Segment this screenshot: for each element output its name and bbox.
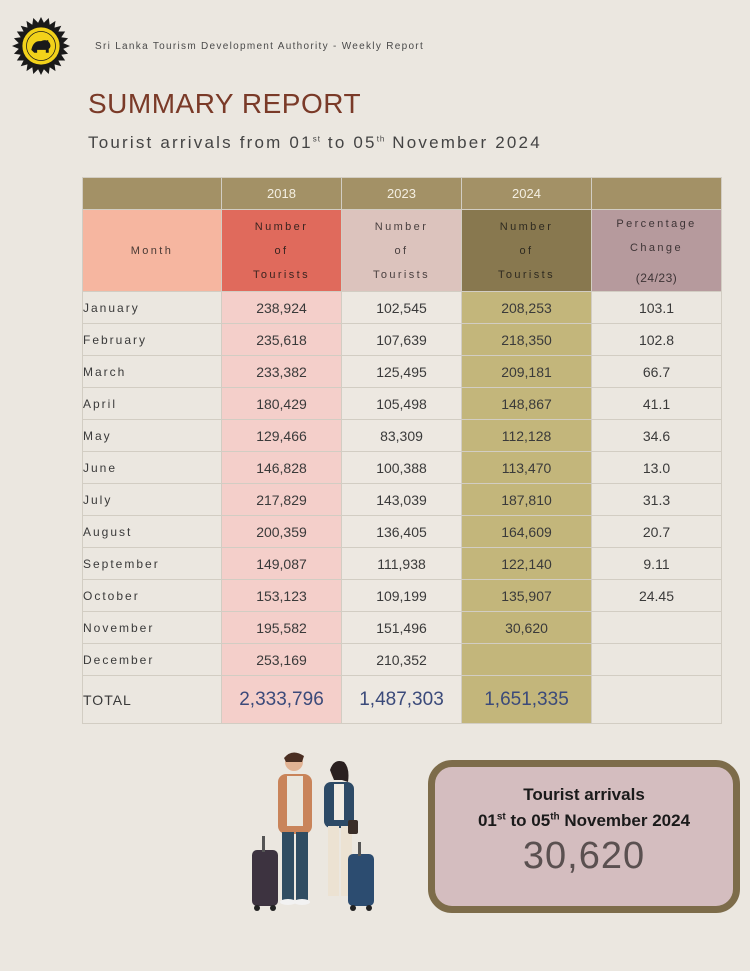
value-2023-cell: 102,545	[341, 291, 462, 324]
value-2023-cell: 136,405	[341, 515, 462, 548]
value-2018-cell: 180,429	[221, 387, 342, 420]
total-2018: 2,333,796	[221, 675, 342, 724]
header-blank-pct	[591, 177, 722, 210]
value-2018-cell: 217,829	[221, 483, 342, 516]
value-2018-cell: 253,169	[221, 643, 342, 676]
table-row: March 233,382 125,495 209,181 66.7	[82, 355, 722, 388]
table-row: July 217,829 143,039 187,810 31.3	[82, 483, 722, 516]
value-2018-cell: 235,618	[221, 323, 342, 356]
value-2023-cell: 111,938	[341, 547, 462, 580]
value-2018-cell: 129,466	[221, 419, 342, 452]
value-2023-cell: 83,309	[341, 419, 462, 452]
table-row: May 129,466 83,309 112,128 34.6	[82, 419, 722, 452]
table-row: October 153,123 109,199 135,907 24.45	[82, 579, 722, 612]
table-row: November 195,582 151,496 30,620	[82, 611, 722, 644]
pct-change-cell: 24.45	[591, 579, 722, 612]
value-2024-cell: 218,350	[461, 323, 592, 356]
pct-change-cell	[591, 611, 722, 644]
table-row: April 180,429 105,498 148,867 41.1	[82, 387, 722, 420]
value-2018-cell: 200,359	[221, 515, 342, 548]
arrivals-table: 2018 2023 2024 Month Number of Tourists Nu…	[82, 177, 722, 724]
month-cell: June	[82, 451, 222, 484]
total-pct-empty	[591, 675, 722, 724]
year-header-2023: 2023	[341, 177, 462, 210]
month-column-header: Month	[82, 209, 222, 292]
value-2024-cell: 187,810	[461, 483, 592, 516]
value-2018-cell: 153,123	[221, 579, 342, 612]
header-blank-month	[82, 177, 222, 210]
traveling-couple-illustration	[252, 752, 374, 911]
table-row: December 253,169 210,352	[82, 643, 722, 676]
month-cell: April	[82, 387, 222, 420]
month-cell: December	[82, 643, 222, 676]
month-cell: May	[82, 419, 222, 452]
percentage-change-header: Percentage Change (24/23)	[591, 209, 722, 292]
value-2023-cell: 109,199	[341, 579, 462, 612]
value-2023-cell: 143,039	[341, 483, 462, 516]
value-2024-cell: 122,140	[461, 547, 592, 580]
page-title: SUMMARY REPORT	[88, 88, 362, 119]
value-2023-cell: 125,495	[341, 355, 462, 388]
year-header-2024: 2024	[461, 177, 592, 210]
page-subtitle: Tourist arrivals from 01st to 05th Novem…	[88, 133, 542, 152]
pct-change-cell: 41.1	[591, 387, 722, 420]
table-row: September 149,087 111,938 122,140 9.11	[82, 547, 722, 580]
value-2024-cell: 164,609	[461, 515, 592, 548]
pct-change-cell: 9.11	[591, 547, 722, 580]
value-2018-cell: 233,382	[221, 355, 342, 388]
month-cell: September	[82, 547, 222, 580]
month-cell: November	[82, 611, 222, 644]
sri-lanka-tourism-emblem-icon	[12, 17, 70, 75]
value-2024-cell: 208,253	[461, 291, 592, 324]
month-cell: August	[82, 515, 222, 548]
value-2024-cell: 30,620	[461, 611, 592, 644]
value-2023-cell: 210,352	[341, 643, 462, 676]
month-cell: March	[82, 355, 222, 388]
value-2023-cell: 105,498	[341, 387, 462, 420]
value-2024-cell: 209,181	[461, 355, 592, 388]
pct-change-cell: 103.1	[591, 291, 722, 324]
summary-title: Tourist arrivals	[523, 785, 645, 804]
tourists-header-2024: Number of Tourists	[461, 209, 592, 292]
value-2024-cell: 112,128	[461, 419, 592, 452]
pct-change-cell: 66.7	[591, 355, 722, 388]
pct-change-cell: 13.0	[591, 451, 722, 484]
summary-date-range: 01st to 05th November 2024	[477, 811, 691, 830]
value-2024-cell	[461, 643, 592, 676]
report-organization: Sri Lanka Tourism Development Authority …	[95, 41, 425, 52]
month-cell: January	[82, 291, 222, 324]
value-2018-cell: 195,582	[221, 611, 342, 644]
summary-value: 30,620	[522, 835, 646, 877]
pct-change-cell: 20.7	[591, 515, 722, 548]
value-2023-cell: 151,496	[341, 611, 462, 644]
table-row: February 235,618 107,639 218,350 102.8	[82, 323, 722, 356]
summary-arrivals-box: Tourist arrivals 01st to 05th November 2…	[428, 760, 740, 913]
value-2024-cell: 148,867	[461, 387, 592, 420]
pct-change-cell: 34.6	[591, 419, 722, 452]
month-cell: October	[82, 579, 222, 612]
value-2024-cell: 135,907	[461, 579, 592, 612]
value-2018-cell: 149,087	[221, 547, 342, 580]
table-row: June 146,828 100,388 113,470 13.0	[82, 451, 722, 484]
value-2023-cell: 107,639	[341, 323, 462, 356]
table-row: August 200,359 136,405 164,609 20.7	[82, 515, 722, 548]
value-2018-cell: 238,924	[221, 291, 342, 324]
value-2024-cell: 113,470	[461, 451, 592, 484]
year-header-2018: 2018	[221, 177, 342, 210]
total-row: TOTAL 2,333,796 1,487,303 1,651,335	[82, 675, 722, 724]
value-2018-cell: 146,828	[221, 451, 342, 484]
total-2024: 1,651,335	[461, 675, 592, 724]
month-cell: February	[82, 323, 222, 356]
pct-change-cell: 31.3	[591, 483, 722, 516]
table-row: January 238,924 102,545 208,253 103.1	[82, 291, 722, 324]
total-label: TOTAL	[82, 675, 222, 724]
value-2023-cell: 100,388	[341, 451, 462, 484]
pct-change-cell	[591, 643, 722, 676]
pct-change-cell: 102.8	[591, 323, 722, 356]
tourists-header-2018: Number of Tourists	[221, 209, 342, 292]
tourists-header-2023: Number of Tourists	[341, 209, 462, 292]
month-cell: July	[82, 483, 222, 516]
total-2023: 1,487,303	[341, 675, 462, 724]
